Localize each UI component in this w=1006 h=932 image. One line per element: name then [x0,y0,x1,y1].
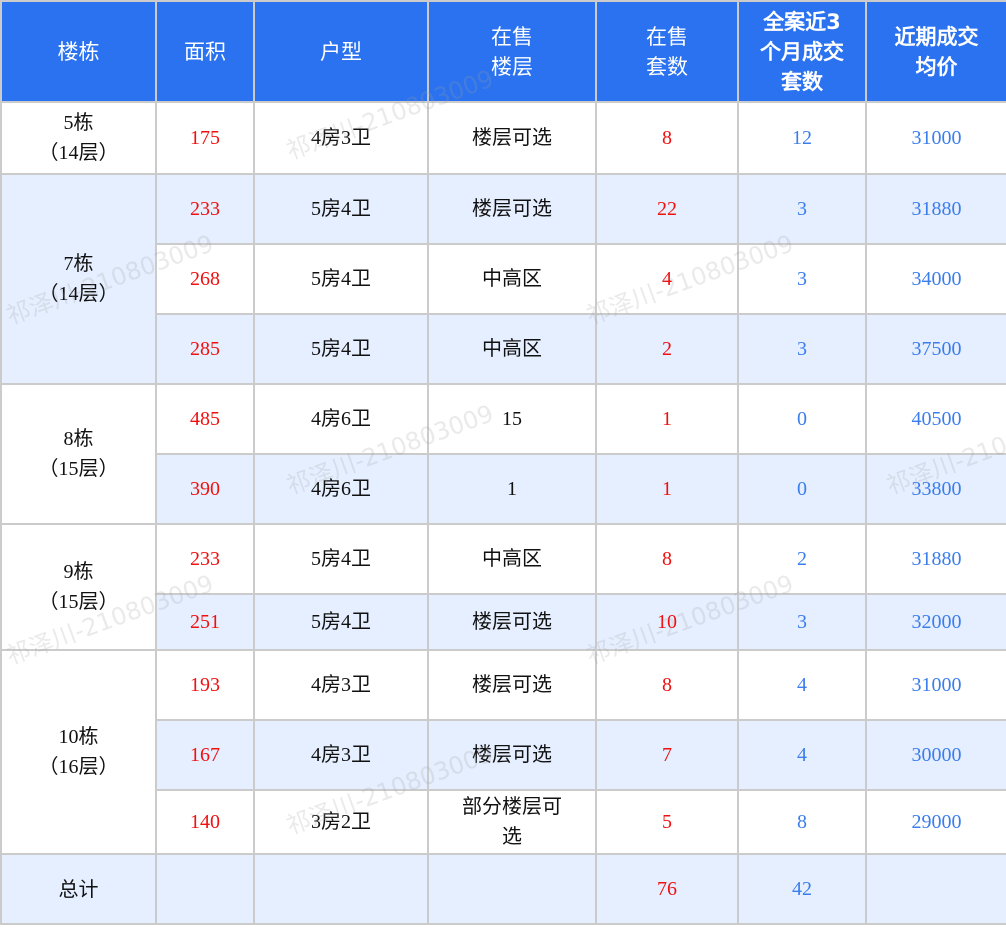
on-sale-cell: 8 [595,523,739,595]
on-sale-cell: 8 [595,101,739,175]
sold-3m-cell: 2 [737,523,867,595]
on-sale-cell: 4 [595,243,739,315]
area-cell: 251 [155,593,255,651]
header-avg-price: 近期成交 均价 [865,0,1006,103]
price-cell: 31880 [865,523,1006,595]
sold-3m-cell: 3 [737,593,867,651]
header-floors-on-sale: 在售 楼层 [427,0,597,103]
layout-cell: 5房4卫 [253,173,429,245]
empty-cell [427,853,597,925]
area-cell: 485 [155,383,255,455]
floors-cell: 楼层可选 [427,649,597,721]
table-row: 285 5房4卫 中高区 2 3 37500 [1,313,1006,385]
header-layout: 户型 [253,0,429,103]
floors-cell: 楼层可选 [427,719,597,791]
layout-cell: 4房3卫 [253,649,429,721]
on-sale-cell: 10 [595,593,739,651]
sold-3m-cell: 4 [737,719,867,791]
price-cell: 30000 [865,719,1006,791]
header-area: 面积 [155,0,255,103]
building-cell: 5栋 （14层） [0,101,157,175]
on-sale-cell: 8 [595,649,739,721]
table-row: 9栋 （15层） 233 5房4卫 中高区 8 2 31880 [0,523,1006,651]
sold-3m-cell: 0 [737,453,867,525]
empty-cell [253,853,429,925]
floors-cell: 中高区 [427,523,597,595]
layout-cell: 5房4卫 [253,243,429,315]
table-row: 10栋 （16层） 193 4房3卫 楼层可选 8 4 31000 [0,649,1006,855]
header-units-on-sale: 在售 套数 [595,0,739,103]
price-cell: 31000 [865,649,1006,721]
table-row: 268 5房4卫 中高区 4 3 34000 [1,243,1006,315]
price-cell: 33800 [865,453,1006,525]
total-label: 总计 [0,853,157,925]
area-cell: 233 [155,523,255,595]
total-row: 总计 76 42 [0,853,1006,925]
area-cell: 285 [155,313,255,385]
table-row: 251 5房4卫 楼层可选 10 3 32000 [1,593,1006,651]
area-cell: 233 [155,173,255,245]
area-cell: 193 [155,649,255,721]
sold-3m-cell: 4 [737,649,867,721]
area-cell: 175 [155,101,255,175]
building-cell: 7栋 （14层） [0,173,157,385]
empty-cell [155,853,255,925]
table-row: 390 4房6卫 1 1 0 33800 [1,453,1006,525]
area-cell: 390 [155,453,255,525]
price-cell: 32000 [865,593,1006,651]
price-cell: 31000 [865,101,1006,175]
building-cell: 10栋 （16层） [0,649,157,855]
table-row: 8栋 （15层） 485 4房6卫 15 1 0 40500 [0,383,1006,525]
floors-cell: 楼层可选 [427,593,597,651]
on-sale-cell: 5 [595,789,739,855]
floors-cell: 1 [427,453,597,525]
sold-3m-cell: 3 [737,243,867,315]
price-cell: 34000 [865,243,1006,315]
floors-cell: 15 [427,383,597,455]
layout-cell: 5房4卫 [253,593,429,651]
price-cell: 31880 [865,173,1006,245]
price-cell: 40500 [865,383,1006,455]
layout-cell: 5房4卫 [253,313,429,385]
table-row: 5栋 （14层） 175 4房3卫 楼层可选 8 12 31000 [0,101,1006,175]
on-sale-cell: 22 [595,173,739,245]
floors-cell: 部分楼层可选 [427,789,597,855]
floors-cell: 中高区 [427,243,597,315]
layout-cell: 4房3卫 [253,719,429,791]
layout-cell: 5房4卫 [253,523,429,595]
floors-cell: 中高区 [427,313,597,385]
price-cell: 29000 [865,789,1006,855]
header-building: 楼栋 [0,0,157,103]
area-cell: 268 [155,243,255,315]
total-on-sale: 76 [595,853,739,925]
layout-cell: 4房6卫 [253,453,429,525]
floors-cell: 楼层可选 [427,173,597,245]
sold-3m-cell: 8 [737,789,867,855]
table-row: 167 4房3卫 楼层可选 7 4 30000 [1,719,1006,791]
header-sold-3-months: 全案近3 个月成交 套数 [737,0,867,103]
layout-cell: 4房3卫 [253,101,429,175]
building-cell: 8栋 （15层） [0,383,157,525]
sold-3m-cell: 3 [737,173,867,245]
header-row: 楼栋 面积 户型 在售 楼层 在售 套数 全案近3 个月成交 套数 近期成交 均价 [0,0,1006,103]
building-cell: 9栋 （15层） [0,523,157,651]
on-sale-cell: 1 [595,383,739,455]
on-sale-cell: 2 [595,313,739,385]
floors-cell: 楼层可选 [427,101,597,175]
sold-3m-cell: 12 [737,101,867,175]
total-sold-3m: 42 [737,853,867,925]
area-cell: 140 [155,789,255,855]
sold-3m-cell: 3 [737,313,867,385]
empty-cell [865,853,1006,925]
layout-cell: 4房6卫 [253,383,429,455]
layout-cell: 3房2卫 [253,789,429,855]
sold-3m-cell: 0 [737,383,867,455]
price-cell: 37500 [865,313,1006,385]
on-sale-cell: 7 [595,719,739,791]
table-row: 140 3房2卫 部分楼层可选 5 8 29000 [1,789,1006,855]
on-sale-cell: 1 [595,453,739,525]
table-row: 7栋 （14层） 233 5房4卫 楼层可选 22 3 31880 [0,173,1006,385]
area-cell: 167 [155,719,255,791]
